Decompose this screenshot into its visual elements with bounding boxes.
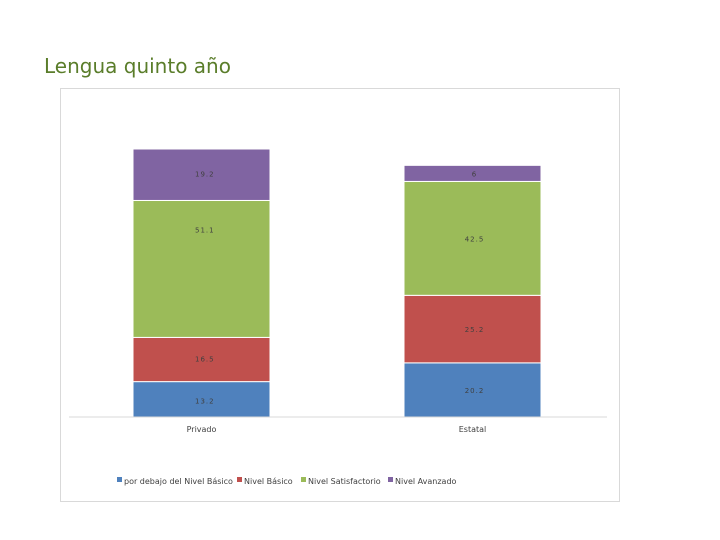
legend-swatch: [388, 477, 393, 482]
bar-segment: [132, 148, 271, 201]
legend-item: Nivel Básico: [237, 477, 293, 486]
legend-label: por debajo del Nivel Básico: [124, 477, 233, 486]
legend-item: Nivel Avanzado: [388, 477, 457, 486]
bar-segment: [403, 294, 542, 364]
bar-segment: [403, 180, 542, 296]
legend-swatch: [301, 477, 306, 482]
bar-segment: [132, 336, 271, 383]
data-label: 19.2: [195, 171, 215, 179]
data-label: 6: [472, 170, 477, 178]
legend-label: Nivel Satisfactorio: [308, 477, 381, 486]
bar-segment: [132, 199, 271, 338]
data-label: 20.2: [465, 387, 485, 395]
data-label: 13.2: [195, 397, 215, 405]
legend-item: por debajo del Nivel Básico: [117, 477, 233, 486]
stacked-bar-chart: 13.2 16.5 51.1 19.2 Privado 20.2 25.2 42.5 6 Esta…: [69, 148, 607, 486]
data-label: 16.5: [195, 356, 215, 364]
chart-frame: 13.2 16.5 51.1 19.2 Privado 20.2 25.2 42.5 6 Esta…: [60, 88, 620, 502]
legend-swatch: [237, 477, 242, 482]
category-tick-label: Estatal: [459, 425, 487, 434]
bar-segment: [132, 381, 271, 418]
slide-title: Lengua quinto año: [44, 54, 231, 78]
data-label: 51.1: [195, 226, 215, 234]
legend-item: Nivel Satisfactorio: [301, 477, 381, 486]
legend-label: Nivel Avanzado: [395, 477, 457, 486]
category-tick-label: Privado: [187, 425, 217, 434]
legend-swatch: [117, 477, 122, 482]
legend-label: Nivel Básico: [244, 477, 293, 486]
bar-segment: [403, 164, 542, 182]
data-label: 42.5: [465, 235, 485, 243]
bar-segment: [403, 362, 542, 418]
data-label: 25.2: [465, 326, 485, 334]
